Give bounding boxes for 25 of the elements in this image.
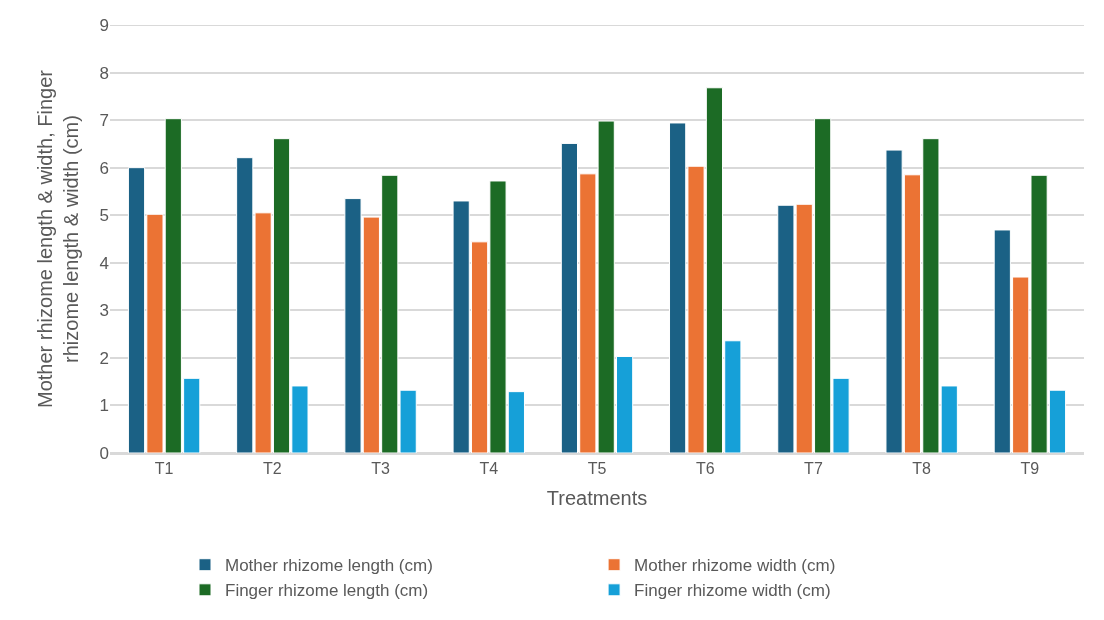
x-tick-label: T2: [262, 460, 282, 478]
x-tick-label: T8: [912, 460, 932, 478]
y-tick-label: 6: [99, 158, 109, 178]
y-tick-label: 8: [99, 63, 109, 83]
y-axis-title: Mother rhizome length & width, Finger rhizome length & width (cm): [34, 69, 83, 408]
x-tick-label: T5: [587, 460, 607, 478]
legend-label: Mother rhizome length (cm): [225, 556, 433, 576]
x-tick-label: T1: [154, 460, 174, 478]
x-tick-label: T9: [1020, 460, 1040, 478]
legend-label: Finger rhizome length (cm): [225, 581, 429, 601]
legend-label: Mother rhizome width (cm): [634, 556, 836, 576]
y-tick-label: 4: [99, 253, 109, 273]
x-tick-label: T3: [371, 460, 390, 478]
legend-label: Finger rhizome width (cm): [634, 581, 831, 601]
y-tick-label: 1: [99, 396, 109, 416]
y-tick-label: 3: [99, 301, 109, 321]
y-tick-label: 5: [99, 206, 109, 226]
x-tick-label: T7: [804, 460, 823, 478]
y-tick-label: 9: [99, 15, 109, 35]
x-axis-title: Treatments: [546, 487, 648, 510]
x-tick-label: T6: [695, 460, 715, 478]
y-tick-label: 2: [99, 348, 109, 368]
x-tick-label: T4: [479, 460, 499, 478]
y-tick-label: 7: [99, 111, 109, 131]
y-tick-label: 0: [99, 443, 109, 463]
